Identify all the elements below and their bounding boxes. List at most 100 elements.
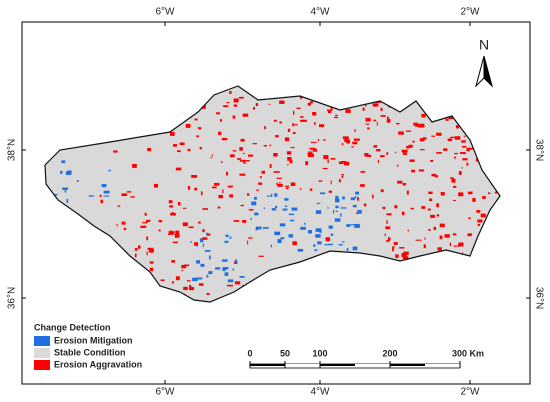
change-patch <box>179 142 185 146</box>
change-patch <box>224 240 229 243</box>
change-patch <box>292 123 295 127</box>
change-patch <box>255 228 258 231</box>
change-patch <box>214 182 220 186</box>
change-patch <box>397 164 399 168</box>
change-patch <box>364 153 369 157</box>
change-patch <box>189 287 195 291</box>
change-patch <box>357 209 362 214</box>
right-lat-label: 36°N <box>533 287 544 309</box>
change-patch <box>401 211 405 216</box>
change-patch <box>462 145 467 148</box>
change-patch <box>430 214 435 218</box>
scale-label: 300 Km <box>452 348 484 358</box>
change-patch <box>462 158 468 161</box>
change-patch <box>408 144 413 148</box>
change-patch <box>334 116 339 119</box>
change-patch <box>190 241 192 243</box>
change-patch <box>274 205 278 208</box>
change-patch <box>332 209 335 214</box>
change-patch <box>396 242 399 245</box>
change-patch <box>340 207 347 209</box>
change-patch <box>386 240 390 242</box>
change-patch <box>140 225 147 228</box>
change-patch <box>317 138 320 142</box>
change-patch <box>422 137 427 140</box>
change-patch <box>346 139 350 144</box>
change-patch <box>222 189 224 194</box>
change-patch <box>103 190 110 194</box>
change-patch <box>386 213 392 216</box>
change-patch <box>224 272 229 276</box>
change-patch <box>436 132 442 136</box>
change-patch <box>279 182 281 184</box>
change-patch <box>167 233 169 236</box>
change-patch <box>185 123 191 128</box>
change-patch <box>204 250 211 252</box>
change-patch <box>242 113 249 117</box>
change-patch <box>397 180 403 184</box>
change-patch <box>233 220 240 222</box>
change-patch <box>192 277 198 282</box>
change-patch <box>183 223 188 226</box>
change-patch <box>288 213 295 216</box>
change-patch <box>221 259 228 262</box>
change-patch <box>421 113 426 118</box>
change-patch <box>310 100 313 104</box>
change-patch <box>232 115 236 119</box>
change-patch <box>240 204 244 207</box>
change-patch <box>229 194 234 198</box>
change-patch <box>202 208 208 210</box>
change-patch <box>393 241 397 245</box>
change-patch <box>328 225 333 229</box>
change-patch <box>436 203 439 208</box>
change-patch <box>259 176 262 179</box>
change-patch <box>407 229 409 232</box>
scale-bar-segment <box>320 364 355 366</box>
change-patch <box>480 213 486 218</box>
change-patch <box>362 107 365 111</box>
change-patch <box>384 233 386 237</box>
change-patch <box>477 219 483 223</box>
change-patch <box>324 244 328 246</box>
change-patch <box>373 119 377 122</box>
change-patch <box>221 161 223 163</box>
change-patch <box>449 242 452 247</box>
change-patch <box>309 147 316 150</box>
change-patch <box>443 148 448 151</box>
left-lat-label: 36°N <box>7 287 18 309</box>
change-patch <box>297 248 304 252</box>
change-patch <box>242 220 247 223</box>
change-patch <box>233 104 238 107</box>
change-patch <box>299 96 303 99</box>
change-patch <box>436 214 440 217</box>
change-patch <box>409 159 415 162</box>
change-patch <box>181 264 187 269</box>
change-patch <box>232 268 234 271</box>
change-patch <box>335 205 339 209</box>
change-patch <box>346 247 349 251</box>
change-patch <box>360 171 366 173</box>
change-patch <box>226 102 230 104</box>
change-patch <box>436 152 442 154</box>
change-patch <box>210 156 212 159</box>
change-patch <box>229 236 232 239</box>
change-patch <box>341 241 345 243</box>
change-patch <box>350 197 355 201</box>
change-patch <box>284 198 289 201</box>
change-patch <box>312 112 317 116</box>
change-patch <box>277 239 282 243</box>
change-patch <box>276 177 283 179</box>
change-patch <box>469 147 475 150</box>
change-patch <box>206 274 209 278</box>
change-patch <box>392 247 394 252</box>
change-patch <box>271 208 277 211</box>
change-patch <box>354 196 357 199</box>
region-fill <box>45 86 500 302</box>
change-patch <box>279 223 286 227</box>
change-patch <box>211 154 213 157</box>
change-patch <box>229 154 235 158</box>
scale-label: 100 <box>312 348 327 358</box>
change-patch <box>220 119 222 122</box>
change-patch <box>246 193 250 196</box>
